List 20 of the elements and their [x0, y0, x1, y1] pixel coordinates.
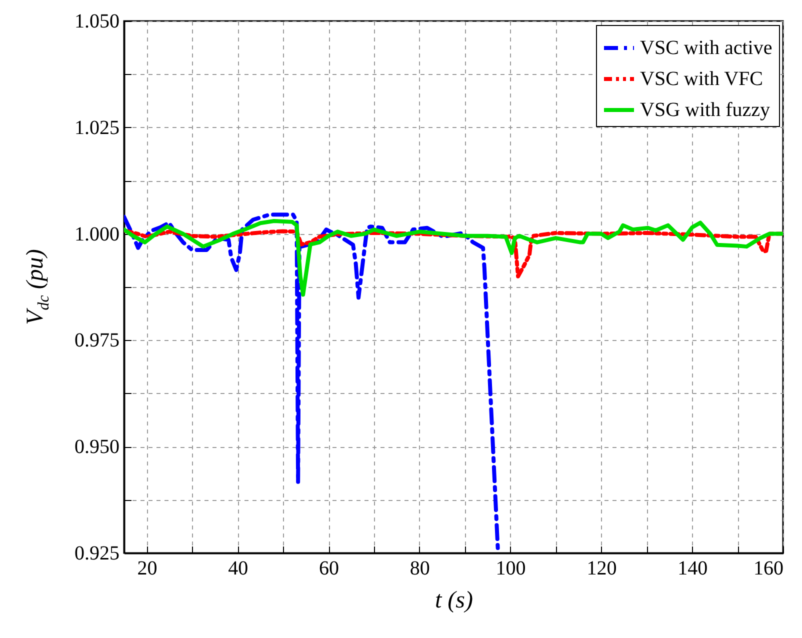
y-tick-label: 1.000	[74, 223, 120, 246]
x-tick-label: 160	[754, 558, 784, 580]
x-tick-label: 140	[678, 558, 708, 580]
y-tick-label: 0.950	[74, 436, 120, 458]
y-tick-label: 0.925	[74, 542, 120, 564]
line-series	[124, 212, 500, 553]
x-tick-label: 20	[137, 558, 158, 580]
line-series	[124, 219, 783, 297]
x-tick-label: 100	[496, 558, 526, 580]
x-tick-label: 80	[410, 558, 430, 580]
y-tick-label: 1.050	[74, 10, 120, 32]
legend-label: VSC with VFC	[640, 68, 764, 90]
x-tick-label: 60	[319, 558, 340, 580]
x-tick-label: 40	[228, 558, 248, 580]
legend-label: VSC with active	[640, 37, 772, 59]
y-tick-label: 1.025	[74, 116, 120, 139]
x-axis-title: t (s)	[435, 588, 473, 614]
legend-label: VSG with fuzzy	[640, 99, 770, 121]
x-tick-label: 120	[586, 558, 617, 580]
y-tick-label: 0.975	[74, 330, 120, 352]
